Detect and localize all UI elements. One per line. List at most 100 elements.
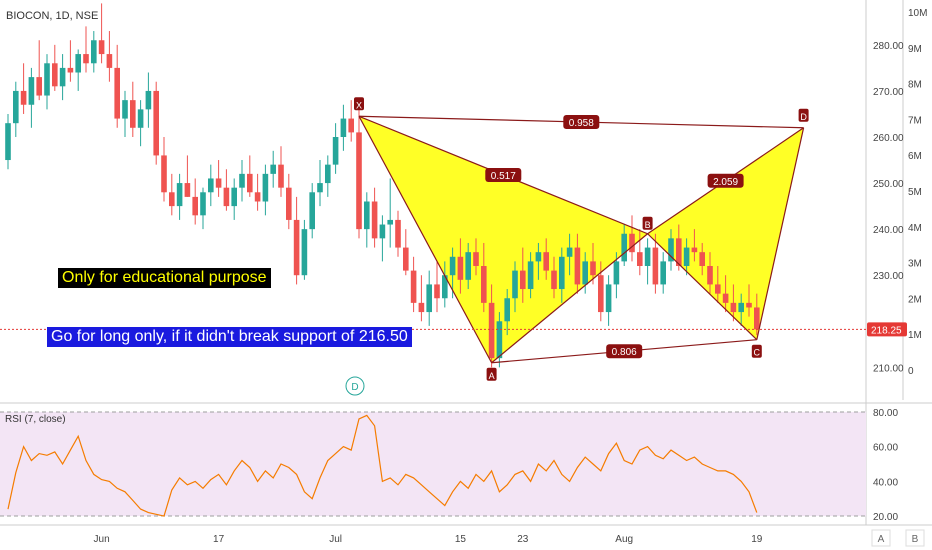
harmonic-pattern[interactable]	[359, 116, 804, 363]
candle-body	[379, 224, 386, 239]
candle-body	[153, 90, 159, 156]
pattern-line-xa	[358, 115, 493, 364]
candle-body	[715, 284, 721, 294]
time-tick-label: Jul	[329, 534, 342, 545]
candle-body	[75, 54, 81, 73]
candle-body	[621, 233, 627, 262]
candle-body	[270, 164, 276, 174]
candle-body	[691, 247, 698, 253]
pattern-point-d: D	[800, 112, 807, 122]
time-axis-ticks: Jun17Jul1523Aug19Sep16Oct14	[94, 534, 891, 545]
ratio-label: 0.958	[569, 118, 594, 129]
dividend-marker[interactable]	[345, 376, 365, 396]
candle-body	[488, 302, 495, 359]
candle-body	[496, 321, 503, 359]
candle-body	[652, 247, 659, 285]
candle-body	[738, 302, 744, 313]
pattern-triangle-bcd	[647, 127, 804, 340]
candle-body	[754, 307, 760, 330]
candle-body	[613, 261, 620, 285]
price-tick-label: 280.00	[873, 41, 904, 52]
candle-body	[91, 40, 97, 64]
rsi-series[interactable]	[7, 414, 758, 517]
candle-body	[730, 302, 737, 313]
rsi-tick-label: 60.00	[873, 443, 898, 454]
corner-a-button[interactable]	[871, 529, 891, 547]
candle-body	[644, 247, 651, 266]
candle-body	[527, 261, 534, 290]
rsi-axis-ticks: 80.00 60.00 40.00 20.00	[873, 408, 898, 523]
candle-body	[161, 155, 167, 193]
rsi-band	[0, 411, 866, 517]
candle-body	[551, 270, 557, 290]
volume-tick-label: 2M	[908, 294, 922, 305]
candle-body	[356, 132, 362, 230]
price-tick-label: 260.00	[873, 133, 904, 144]
candle-body	[122, 100, 128, 119]
volume-tick-label: 5M	[908, 187, 922, 198]
candle-body	[114, 67, 120, 119]
ratio-label: 2.059	[713, 177, 738, 188]
candle-body	[293, 219, 300, 276]
candle-body	[364, 201, 370, 230]
candle-body	[145, 90, 152, 110]
candle-body	[106, 54, 113, 68]
candle-body	[442, 275, 448, 299]
price-tick-label: 240.00	[873, 225, 904, 236]
candle-body	[582, 261, 588, 285]
symbol-title: BIOCON, 1D, NSE	[6, 10, 99, 22]
rsi-line	[7, 414, 758, 517]
price-tick-label: 250.00	[873, 179, 904, 190]
pattern-point-c-box	[751, 344, 762, 358]
time-tick-label: 19	[751, 534, 763, 545]
volume-tick-label: 10M	[908, 8, 927, 19]
time-tick-label: Jun	[94, 534, 110, 545]
candle-body	[301, 229, 308, 276]
pattern-point-b: B	[645, 220, 651, 230]
candle-body	[629, 233, 635, 253]
candle-body	[332, 137, 339, 165]
rsi-tick-label: 40.00	[873, 477, 898, 488]
candle-body	[340, 118, 347, 137]
rsi-title: RSI (7, close)	[5, 414, 66, 425]
candle-body	[348, 118, 354, 133]
pattern-line-ab	[491, 233, 648, 364]
candle-body	[426, 284, 432, 313]
time-tick-label: 23	[517, 534, 529, 545]
candle-body	[434, 284, 440, 299]
candlestick-series[interactable]	[5, 3, 760, 368]
candle-body	[20, 90, 27, 105]
volume-tick-label: 9M	[908, 44, 922, 55]
pattern-point-c: C	[754, 348, 761, 358]
candle-body	[457, 256, 464, 280]
candle-body	[387, 219, 393, 225]
corner-b-button[interactable]	[905, 529, 925, 547]
ratio-label: 0.806	[612, 347, 637, 358]
candle-body	[239, 173, 245, 188]
candle-body	[278, 164, 284, 188]
candle-body	[512, 270, 518, 299]
candle-body	[67, 67, 74, 73]
candle-body	[262, 173, 269, 202]
candle-body	[504, 298, 510, 322]
candle-body	[660, 261, 666, 285]
candle-body	[410, 270, 417, 303]
candle-body	[574, 247, 581, 285]
corner-a-label: A	[878, 534, 885, 545]
candle-body	[215, 178, 222, 188]
candle-body	[98, 40, 105, 55]
candle-body	[325, 164, 331, 184]
candle-body	[176, 183, 183, 207]
pattern-point-x-box	[354, 97, 364, 111]
candle-body	[309, 192, 315, 230]
candle-body	[59, 67, 66, 87]
price-axis-area[interactable]	[866, 0, 932, 550]
candle-body	[535, 252, 542, 262]
candle-body	[481, 266, 487, 303]
price-axis-ticks: 280.00 270.00 260.00 250.00 240.00 230.00 210.…	[873, 41, 904, 375]
candle-body	[44, 63, 50, 96]
volume-tick-label: 3M	[908, 259, 922, 270]
harmonic-labels: X A B C D 0.517 0.958 2.059 0.806	[354, 97, 809, 381]
candle-body	[192, 196, 198, 216]
